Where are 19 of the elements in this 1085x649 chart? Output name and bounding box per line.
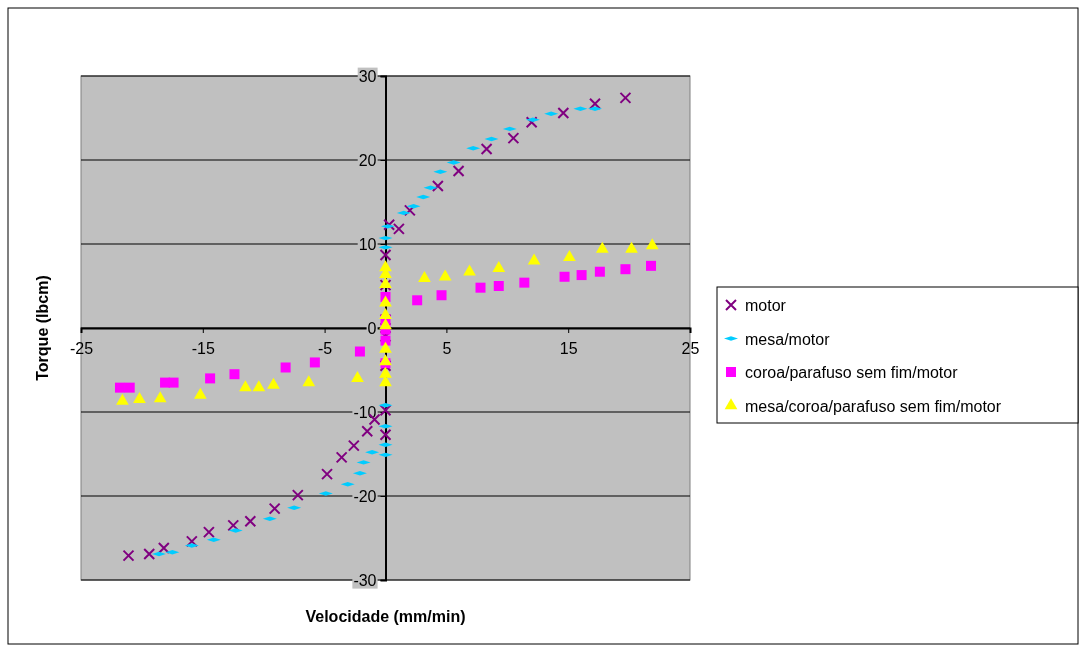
x-tick-label: 15 (559, 339, 578, 357)
x-tick-label: -25 (69, 339, 94, 357)
x-tick-label: -5 (317, 339, 333, 357)
y-tick-label: 0 (367, 319, 377, 337)
legend-label: mesa/motor (745, 330, 831, 348)
y-tick-label: -10 (353, 403, 377, 421)
legend-label: motor (745, 297, 787, 314)
y-tick-label: -30 (353, 571, 377, 589)
x-tick-label: 5 (442, 339, 452, 357)
legend-label: mesa/coroa/parafuso sem fim/motor (745, 397, 1002, 415)
y-tick-label: 20 (358, 151, 377, 169)
x-tick-label: 25 (681, 339, 700, 357)
y-tick-label: 10 (358, 235, 377, 253)
y-axis-title: Torque (lbcm) (34, 275, 51, 381)
x-axis-title: Velocidade (mm/min) (305, 608, 466, 625)
x-tick-label: -15 (191, 339, 215, 357)
legend-label: coroa/parafuso sem fim/motor (745, 364, 959, 381)
y-tick-label: 30 (358, 67, 377, 85)
y-tick-label: -20 (353, 487, 377, 505)
